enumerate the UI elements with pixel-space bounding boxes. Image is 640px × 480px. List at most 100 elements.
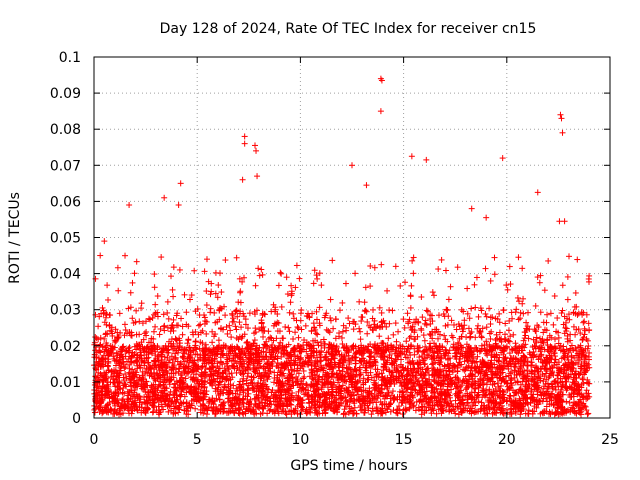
data-point bbox=[483, 338, 490, 345]
data-point bbox=[357, 369, 364, 376]
data-point bbox=[116, 310, 123, 317]
data-point bbox=[429, 289, 436, 296]
data-point bbox=[486, 394, 493, 401]
data-point bbox=[207, 309, 214, 316]
data-point bbox=[564, 273, 571, 280]
data-point bbox=[472, 304, 479, 311]
data-point bbox=[339, 382, 346, 389]
data-point bbox=[316, 304, 323, 311]
data-point bbox=[503, 282, 510, 289]
data-point bbox=[504, 286, 511, 293]
data-point bbox=[316, 270, 323, 277]
data-point bbox=[487, 321, 494, 328]
data-point bbox=[399, 411, 406, 418]
data-point bbox=[585, 320, 592, 327]
data-point bbox=[461, 367, 468, 374]
data-point bbox=[467, 333, 474, 340]
data-point bbox=[192, 338, 199, 345]
data-point bbox=[433, 343, 440, 350]
data-point bbox=[295, 388, 302, 395]
data-point bbox=[165, 315, 172, 322]
data-point bbox=[433, 410, 440, 417]
data-point bbox=[520, 295, 527, 302]
data-point bbox=[114, 264, 121, 271]
data-point bbox=[414, 348, 421, 355]
data-point bbox=[477, 408, 484, 415]
data-point bbox=[472, 385, 479, 392]
data-point bbox=[362, 284, 369, 291]
data-point bbox=[291, 352, 298, 359]
data-point bbox=[256, 272, 263, 279]
data-point bbox=[164, 298, 171, 305]
data-point bbox=[472, 334, 479, 341]
data-point bbox=[547, 310, 554, 317]
data-point bbox=[410, 270, 417, 277]
data-point bbox=[167, 388, 174, 395]
data-point bbox=[112, 362, 119, 369]
data-point bbox=[250, 356, 257, 363]
data-point bbox=[505, 327, 512, 334]
data-point bbox=[516, 298, 523, 305]
data-point bbox=[577, 330, 584, 337]
data-point bbox=[357, 336, 364, 343]
data-point bbox=[290, 310, 297, 317]
data-point bbox=[270, 379, 277, 386]
data-point bbox=[491, 271, 498, 278]
data-point bbox=[564, 296, 571, 303]
data-point bbox=[239, 371, 246, 378]
data-point bbox=[352, 270, 359, 277]
data-point bbox=[95, 323, 102, 330]
data-point bbox=[179, 331, 186, 338]
data-point bbox=[487, 314, 494, 321]
data-point bbox=[244, 325, 251, 332]
data-point bbox=[267, 334, 274, 341]
data-point bbox=[356, 325, 363, 332]
data-point bbox=[164, 324, 171, 331]
data-point bbox=[207, 291, 214, 298]
data-points bbox=[91, 75, 593, 418]
data-point bbox=[573, 303, 580, 310]
data-point bbox=[506, 392, 513, 399]
data-point bbox=[526, 326, 533, 333]
data-point bbox=[507, 281, 514, 288]
data-point bbox=[376, 304, 383, 311]
data-point bbox=[384, 287, 391, 294]
data-point bbox=[371, 321, 378, 328]
data-point bbox=[181, 358, 188, 365]
data-point bbox=[168, 273, 175, 280]
data-point bbox=[233, 326, 240, 333]
data-point bbox=[298, 307, 305, 314]
data-point bbox=[332, 316, 339, 323]
data-point bbox=[152, 323, 159, 330]
data-point bbox=[323, 349, 330, 356]
data-point bbox=[237, 288, 244, 295]
data-point bbox=[482, 310, 489, 317]
data-point bbox=[236, 275, 243, 282]
data-point bbox=[562, 352, 569, 359]
data-point bbox=[277, 339, 284, 346]
data-point bbox=[295, 334, 302, 341]
data-point bbox=[466, 334, 473, 341]
data-point bbox=[138, 404, 145, 411]
data-point bbox=[544, 311, 551, 318]
data-point bbox=[327, 317, 334, 324]
data-point bbox=[403, 338, 410, 345]
data-point bbox=[344, 365, 351, 372]
data-point bbox=[524, 309, 531, 316]
data-point bbox=[215, 337, 222, 344]
data-point bbox=[541, 287, 548, 294]
data-point bbox=[418, 294, 425, 301]
data-point bbox=[151, 271, 158, 278]
data-point bbox=[444, 361, 451, 368]
data-point bbox=[356, 298, 363, 305]
data-point bbox=[251, 337, 258, 344]
data-point bbox=[154, 313, 161, 320]
data-point bbox=[478, 399, 485, 406]
data-point bbox=[389, 388, 396, 395]
data-point bbox=[203, 288, 210, 295]
data-point bbox=[256, 405, 263, 412]
data-point bbox=[465, 325, 472, 332]
data-point bbox=[291, 361, 298, 368]
data-point bbox=[507, 333, 514, 340]
data-point bbox=[178, 315, 185, 322]
